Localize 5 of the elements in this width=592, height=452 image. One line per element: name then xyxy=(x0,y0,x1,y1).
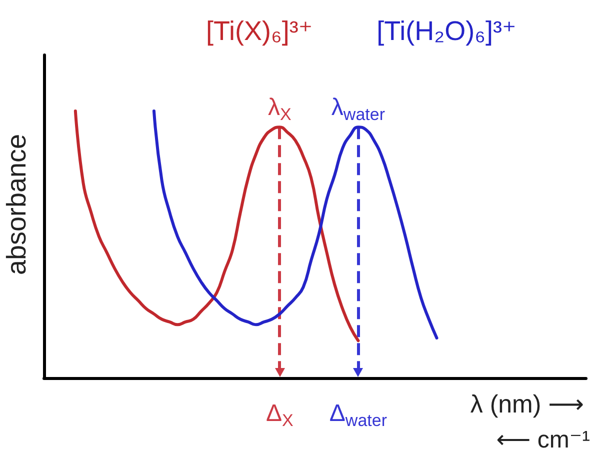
y-axis-title: absorbance xyxy=(2,134,32,276)
text: [Ti(X)₆]³⁺ xyxy=(206,15,313,48)
x-axis-title: λ (nm) ⟶ xyxy=(470,390,584,418)
text: ⟵ cm⁻¹ xyxy=(496,426,590,452)
text: [Ti(H₂O)₆]³⁺ xyxy=(376,15,516,48)
